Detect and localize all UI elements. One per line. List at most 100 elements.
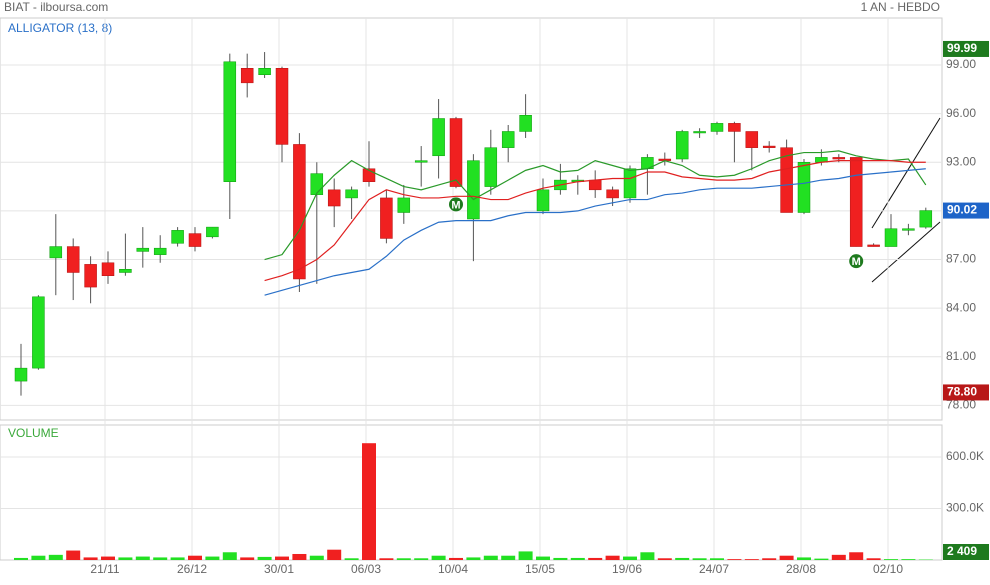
volume-bar bbox=[867, 558, 881, 560]
y-tick-label: 87.00 bbox=[946, 252, 976, 266]
x-tick-label: 30/01 bbox=[264, 562, 294, 576]
volume-bar bbox=[310, 556, 324, 560]
price-badge-label: 78.80 bbox=[947, 385, 977, 399]
volume-bar bbox=[501, 556, 515, 560]
volume-bar bbox=[84, 557, 98, 560]
candle-body bbox=[694, 131, 706, 133]
candle-body bbox=[137, 248, 149, 251]
volume-bar bbox=[466, 557, 480, 560]
candle-body bbox=[50, 247, 62, 258]
candle-body bbox=[746, 131, 758, 147]
candle-body bbox=[450, 119, 462, 187]
chart-title: BIAT - ilboursa.com bbox=[4, 0, 108, 14]
candle-body bbox=[102, 263, 114, 276]
x-tick-label: 24/07 bbox=[699, 562, 729, 576]
volume-bar bbox=[693, 558, 707, 560]
candle-body bbox=[885, 229, 897, 247]
price-badge-label: 99.99 bbox=[947, 41, 977, 55]
volume-bar bbox=[432, 556, 446, 560]
volume-bar bbox=[292, 554, 306, 560]
volume-bar bbox=[519, 551, 533, 560]
period: 1 AN - HEBDO bbox=[861, 0, 940, 14]
candle-body bbox=[537, 190, 549, 211]
volume-bar bbox=[153, 557, 167, 560]
volume-bar bbox=[571, 558, 585, 560]
candle-body bbox=[67, 247, 79, 273]
volume-bar bbox=[205, 557, 219, 560]
candle-body bbox=[119, 269, 131, 272]
volume-bar bbox=[101, 557, 115, 560]
candle-body bbox=[206, 227, 218, 237]
volume-bar bbox=[640, 552, 654, 560]
y-tick-label: 81.00 bbox=[946, 349, 976, 363]
volume-bar bbox=[710, 558, 724, 560]
candle-body bbox=[485, 148, 497, 187]
candle-body bbox=[798, 162, 810, 212]
x-tick-label: 26/12 bbox=[177, 562, 207, 576]
candle-body bbox=[902, 229, 914, 231]
candle-body bbox=[502, 131, 514, 147]
volume-bar bbox=[814, 559, 828, 560]
volume-bar bbox=[275, 557, 289, 560]
volume-bar bbox=[327, 550, 341, 560]
signal-label: M bbox=[451, 199, 460, 211]
volume-bar bbox=[136, 557, 150, 560]
volume-label: VOLUME bbox=[8, 426, 59, 440]
candle-body bbox=[259, 68, 271, 74]
volume-bar bbox=[675, 558, 689, 560]
x-tick-label: 10/04 bbox=[438, 562, 468, 576]
volume-bar bbox=[118, 557, 132, 560]
volume-bar bbox=[623, 557, 637, 560]
volume-bar bbox=[484, 556, 498, 560]
x-tick-label: 02/10 bbox=[873, 562, 903, 576]
candle-body bbox=[15, 368, 27, 381]
candle-body bbox=[172, 230, 184, 243]
signal-label: M bbox=[852, 256, 861, 268]
volume-bar bbox=[727, 559, 741, 560]
candle-body bbox=[398, 198, 410, 213]
volume-bar bbox=[536, 557, 550, 560]
candle-body bbox=[346, 190, 358, 198]
trend-line bbox=[872, 222, 940, 282]
volume-bar bbox=[901, 559, 915, 560]
y-tick-label: 300.0K bbox=[946, 501, 984, 515]
volume-bar bbox=[588, 558, 602, 560]
candle-body bbox=[763, 146, 775, 148]
volume-bar bbox=[223, 552, 237, 560]
candle-body bbox=[189, 234, 201, 247]
volume-bar bbox=[258, 557, 272, 560]
x-tick-label: 15/05 bbox=[525, 562, 555, 576]
volume-bar bbox=[66, 551, 80, 560]
volume-bar bbox=[745, 559, 759, 560]
candle-body bbox=[711, 123, 723, 131]
volume-bar bbox=[553, 558, 567, 560]
volume-bar bbox=[379, 558, 393, 560]
candle-body bbox=[241, 68, 253, 83]
candle-body bbox=[624, 169, 636, 198]
candle-body bbox=[868, 245, 880, 247]
volume-bar bbox=[797, 557, 811, 560]
y-tick-label: 600.0K bbox=[946, 449, 984, 463]
volume-bar bbox=[397, 558, 411, 560]
volume-bar bbox=[762, 558, 776, 560]
x-tick-label: 19/06 bbox=[612, 562, 642, 576]
volume-bar bbox=[14, 558, 28, 560]
volume-bar bbox=[849, 552, 863, 560]
candle-body bbox=[920, 211, 932, 228]
volume-bar bbox=[414, 558, 428, 560]
candle-body bbox=[224, 62, 236, 182]
volume-bar bbox=[345, 558, 359, 560]
y-tick-label: 99.00 bbox=[946, 57, 976, 71]
alligator-line bbox=[265, 151, 926, 260]
candle-body bbox=[276, 68, 288, 144]
volume-bar bbox=[780, 556, 794, 560]
candle-body bbox=[380, 198, 392, 239]
price-badge-label: 90.02 bbox=[947, 203, 977, 217]
candle-body bbox=[607, 190, 619, 198]
candle-body bbox=[676, 131, 688, 159]
x-tick-label: 28/08 bbox=[786, 562, 816, 576]
volume-bar bbox=[606, 556, 620, 560]
candle-body bbox=[833, 157, 845, 159]
candle-body bbox=[154, 248, 166, 254]
volume-bar bbox=[658, 558, 672, 560]
